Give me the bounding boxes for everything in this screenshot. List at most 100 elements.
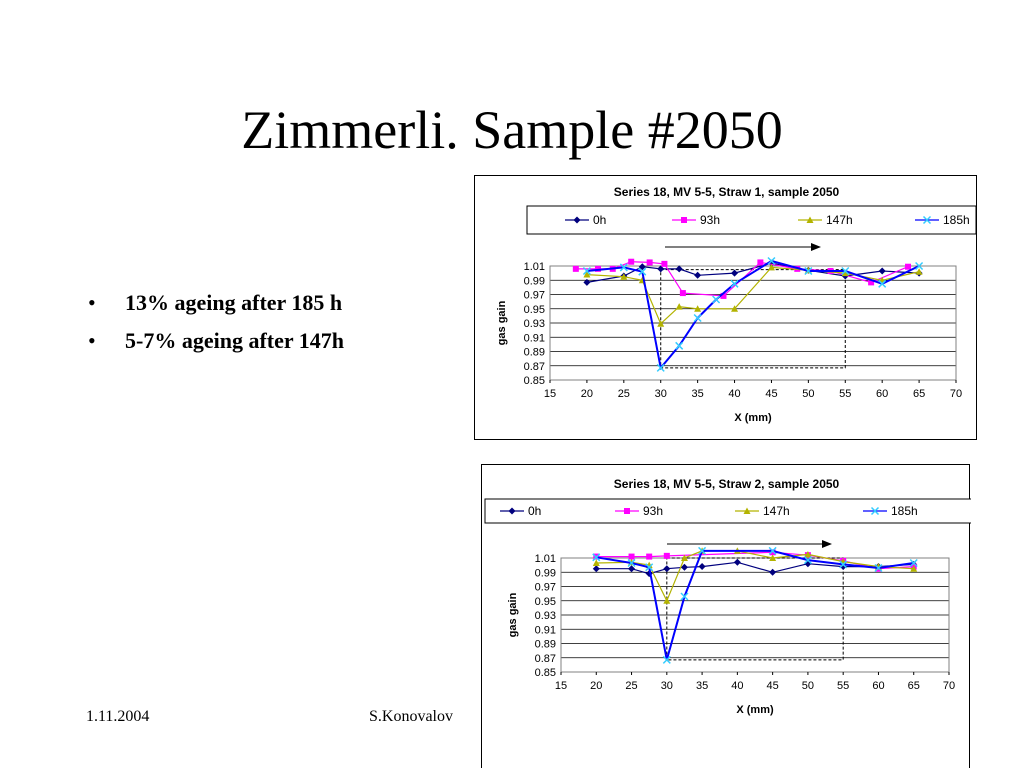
data-point [757,259,764,266]
chart-straw-2: Series 18, MV 5-5, Straw 2, sample 2050 0… [481,464,971,768]
legend-label: 185h [943,213,970,227]
x-axis-label: X (mm) [736,704,774,716]
x-tick-label: 20 [590,680,602,692]
data-point [804,550,812,558]
x-tick-label: 30 [655,388,667,400]
bullet-item: • 13% ageing after 185 h [88,284,344,322]
x-tick-label: 65 [908,680,920,692]
y-tick-label: 0.91 [535,624,556,636]
data-point [767,256,776,266]
series-93h [593,549,917,572]
data-point [583,278,591,286]
data-point [720,292,727,299]
x-tick-label: 35 [696,680,708,692]
data-point [592,553,601,562]
legend-marker [573,216,581,224]
data-point [694,271,702,279]
x-tick-label: 70 [943,680,955,692]
y-tick-label: 0.95 [524,304,545,316]
x-tick-label: 50 [802,680,814,692]
data-point [878,267,886,275]
data-point [627,558,636,568]
data-point [646,259,653,266]
data-point [663,597,671,604]
legend-entry: 147h [798,213,853,227]
dashed-region-box [666,557,844,661]
y-tick-label: 0.99 [535,567,556,579]
x-tick-label: 30 [661,680,673,692]
bullet-dot-icon: • [88,290,96,315]
data-point [663,565,671,573]
chart-straw-1: Series 18, MV 5-5, Straw 1, sample 2050 0… [474,175,977,440]
x-tick-label: 45 [767,680,779,692]
footer-author: S.Konovalov [369,708,453,725]
y-tick-label: 0.85 [524,375,545,387]
series-0h [592,558,918,578]
data-point [878,279,887,288]
data-point [661,260,668,267]
legend-marker [922,215,932,225]
x-tick-label: 45 [765,388,777,400]
dashed-region-box [660,269,846,369]
legend-entry: 185h [915,213,970,227]
legend-label: 0h [528,504,541,518]
legend-label: 93h [700,213,720,227]
data-point [592,559,600,566]
y-tick-label: 0.97 [524,290,545,302]
data-point [733,558,741,566]
y-tick-label: 0.91 [524,332,545,344]
legend-label: 147h [826,213,853,227]
legend-entry: 0h [500,504,541,518]
chart-svg: Series 18, MV 5-5, Straw 2, sample 2050 0… [484,477,971,716]
legend-marker [870,506,880,516]
x-tick-label: 55 [839,388,851,400]
series-line [596,561,914,575]
data-point [619,263,628,272]
x-tick-label: 25 [618,388,630,400]
data-point [663,552,670,559]
x-tick-label: 70 [950,388,962,400]
x-tick-label: 65 [913,388,925,400]
data-point [680,554,688,561]
footer-date: 1.11.2004 [86,708,150,725]
y-axis-label: gas gain [507,592,519,637]
x-tick-label: 40 [728,388,740,400]
legend-marker [508,507,516,515]
data-point [731,305,739,312]
y-axis-label: gas gain [496,300,508,345]
data-point [909,558,918,568]
data-point [657,320,665,327]
data-point [638,267,647,276]
series-147h [592,547,918,604]
legend-box [526,205,977,235]
direction-arrow-head [811,243,821,251]
y-tick-label: 0.99 [524,275,545,287]
legend-label: 147h [763,504,790,518]
data-point [712,295,721,304]
data-point [910,565,918,572]
chart-title: Series 18, MV 5-5, Straw 2, sample 2050 [614,477,840,491]
data-point [675,341,684,350]
x-tick-label: 60 [876,388,888,400]
x-tick-label: 40 [731,680,743,692]
data-point [679,290,686,297]
data-point [698,546,707,555]
y-tick-label: 1.01 [524,261,545,273]
chart-title: Series 18, MV 5-5, Straw 1, sample 2050 [614,185,840,199]
data-point [620,273,628,280]
data-point [839,560,848,569]
data-point [804,266,813,276]
x-tick-label: 25 [625,680,637,692]
y-tick-label: 0.87 [535,653,556,665]
y-tick-label: 0.93 [524,318,545,330]
legend-marker [743,507,751,514]
x-tick-label: 35 [692,388,704,400]
y-tick-label: 0.89 [535,639,556,651]
bullet-list: • 13% ageing after 185 h • 5-7% ageing aft… [88,284,344,360]
data-point [769,568,777,576]
legend-label: 93h [643,504,663,518]
legend-entry: 93h [672,213,720,227]
direction-arrow-head [822,540,832,548]
legend: 0h 93h 147h 185h [526,205,977,235]
series-185h [582,256,924,372]
